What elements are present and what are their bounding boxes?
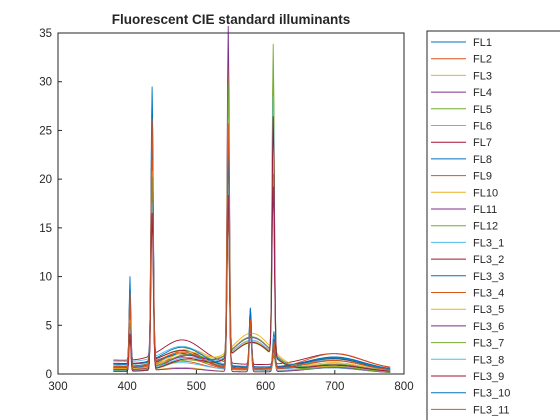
x-axis: 300 400 500 600 700 800 — [48, 370, 414, 393]
y-axis: 0 5 10 15 20 25 30 35 — [39, 28, 62, 381]
legend-item-fl3-7: FL3_7 — [473, 338, 504, 350]
plot-area-frame — [57, 32, 405, 375]
legend-item-fl5: FL5 — [473, 104, 492, 116]
legend-item-fl3-8: FL3_8 — [473, 354, 504, 366]
legend-item-fl4: FL4 — [473, 87, 492, 99]
legend-item-fl3-9: FL3_9 — [473, 371, 504, 383]
legend-item-fl7: FL7 — [473, 137, 492, 149]
y-tick-label: 20 — [39, 174, 52, 186]
series-layer — [113, 25, 391, 373]
y-tick-label: 0 — [46, 369, 52, 381]
legend-item-fl10: FL10 — [473, 187, 498, 199]
y-tick-label: 30 — [39, 77, 52, 89]
legend-item-fl3-6: FL3_6 — [473, 321, 504, 333]
legend-item-fl3-3: FL3_3 — [473, 271, 504, 283]
x-tick-label: 600 — [256, 381, 275, 393]
legend-item-fl6: FL6 — [473, 121, 492, 133]
legend-item-fl8: FL8 — [473, 154, 492, 166]
legend-item-fl3-1: FL3_1 — [473, 237, 504, 249]
y-tick-label: 25 — [39, 125, 52, 137]
legend-item-fl3-11: FL3_11 — [473, 404, 510, 416]
chart-title: Fluorescent CIE standard illuminants — [112, 12, 351, 27]
legend-item-fl3-4: FL3_4 — [473, 288, 504, 300]
x-tick-label: 500 — [187, 381, 206, 393]
legend-item-fl9: FL9 — [473, 171, 492, 183]
legend: FL1 FL2 FL3 FL4 FL5 FL6 FL7 FL8 FL9 FL10 FL11 FL12 F… — [426, 30, 560, 420]
series-line-fl3-11 — [113, 118, 391, 371]
legend-item-fl2: FL2 — [473, 54, 492, 66]
legend-item-fl12: FL12 — [473, 221, 498, 233]
legend-item-fl1: FL1 — [473, 37, 492, 49]
y-tick-label: 5 — [46, 320, 52, 332]
legend-item-fl3-2: FL3_2 — [473, 254, 504, 266]
legend-item-fl3-5: FL3_5 — [473, 304, 504, 316]
x-tick-label: 300 — [48, 381, 67, 393]
x-tick-label: 700 — [325, 381, 344, 393]
legend-item-fl3: FL3 — [473, 70, 492, 82]
x-tick-label: 800 — [394, 381, 413, 393]
y-tick-label: 10 — [39, 272, 52, 284]
y-tick-label: 15 — [39, 223, 52, 235]
x-tick-label: 400 — [118, 381, 137, 393]
legend-item-fl3-10: FL3_10 — [473, 388, 510, 400]
y-tick-label: 35 — [39, 28, 52, 40]
legend-item-fl11: FL11 — [473, 204, 497, 216]
